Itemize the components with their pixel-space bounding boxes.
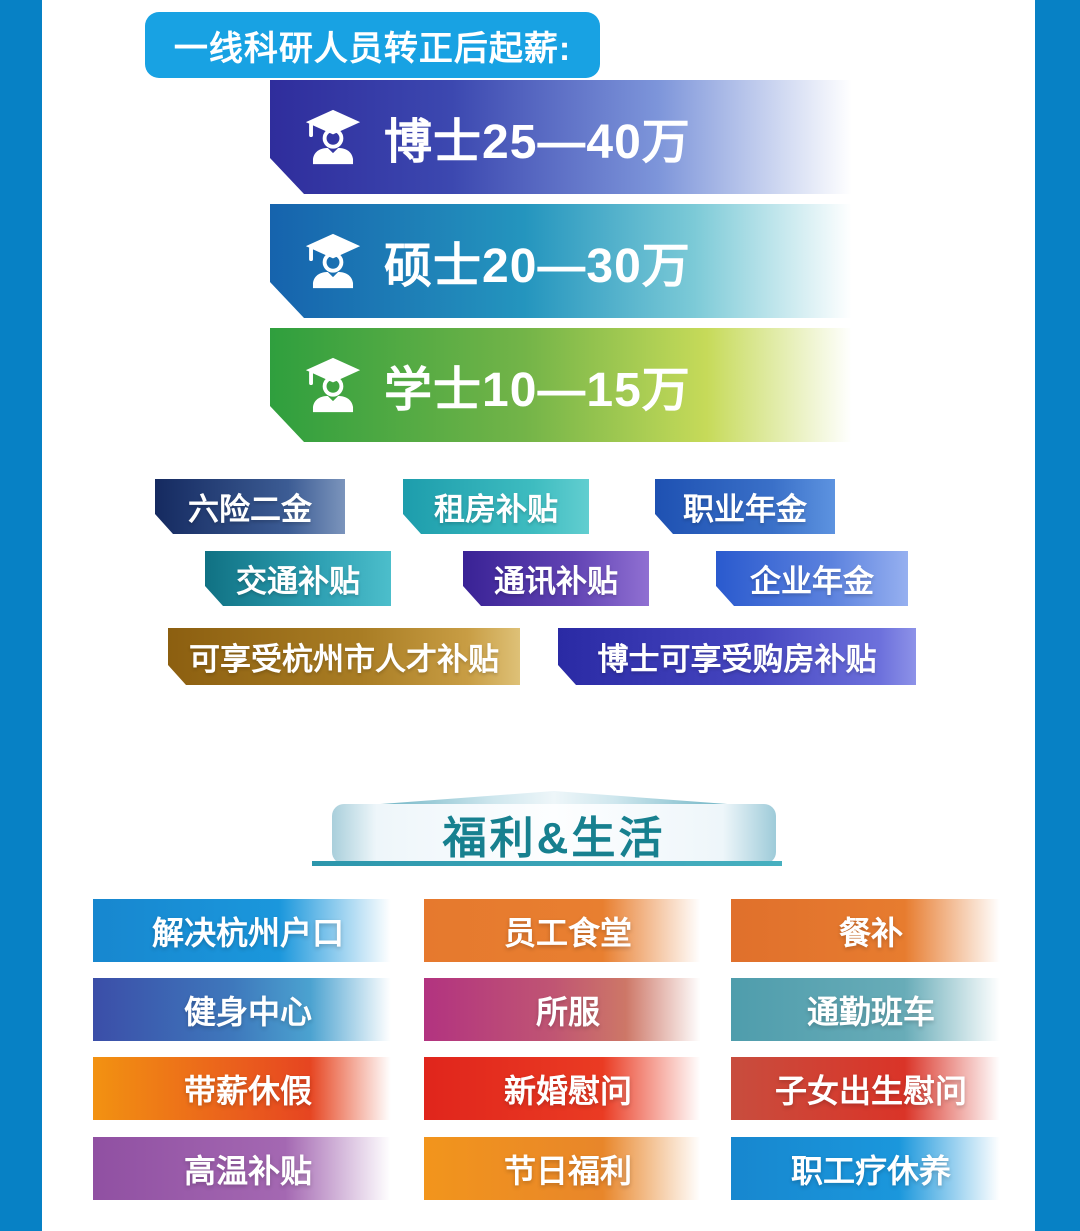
welfare-badge: 健身中心: [93, 978, 403, 1041]
benefit-badge-label: 交通补贴: [236, 564, 360, 599]
benefit-badge: 租房补贴: [403, 479, 589, 534]
section-underline: [312, 861, 782, 866]
salary-bar-phd: 博士25—40万: [270, 80, 876, 194]
welfare-badge: 节日福利: [424, 1137, 712, 1200]
benefit-badge: 通讯补贴: [463, 551, 649, 606]
left-border-strip: [0, 0, 42, 1231]
salary-bar-bachelor-label: 学士10—15万: [384, 364, 691, 417]
benefit-badge-label: 租房补贴: [434, 492, 558, 527]
welfare-badge-label: 餐补: [838, 914, 903, 951]
benefit-badge: 博士可享受购房补贴: [558, 628, 916, 685]
welfare-badge: 高温补贴: [93, 1137, 403, 1200]
graduate-icon: [302, 354, 364, 416]
welfare-badge: 新婚慰问: [424, 1057, 712, 1120]
graduate-icon: [302, 106, 364, 168]
welfare-badge: 子女出生慰问: [731, 1057, 1011, 1120]
welfare-badge-label: 员工食堂: [503, 914, 632, 951]
right-border-strip: [1035, 0, 1080, 1231]
benefit-badge: 交通补贴: [205, 551, 391, 606]
section-title: 福利&生活: [442, 814, 666, 863]
benefit-badge-label: 企业年金: [750, 564, 874, 599]
salary-bar-master-label: 硕士20—30万: [384, 240, 691, 293]
graduate-icon: [302, 230, 364, 292]
salary-header-label: 一线科研人员转正后起薪:: [173, 29, 572, 68]
benefit-badge: 可享受杭州市人才补贴: [168, 628, 520, 685]
welfare-badge-label: 解决杭州户口: [151, 914, 344, 951]
benefit-badge: 职业年金: [655, 479, 835, 534]
welfare-badge: 解决杭州户口: [93, 899, 403, 962]
welfare-badge-label: 所服: [535, 993, 600, 1030]
welfare-badge: 员工食堂: [424, 899, 712, 962]
benefit-badge-label: 通讯补贴: [494, 564, 618, 599]
welfare-badge-label: 职工疗休养: [790, 1152, 951, 1189]
benefit-badge-label: 博士可享受购房补贴: [597, 642, 877, 677]
benefit-badge: 企业年金: [716, 551, 908, 606]
welfare-badge: 餐补: [731, 899, 1011, 962]
welfare-badge-label: 子女出生慰问: [774, 1072, 967, 1109]
benefit-badge-label: 职业年金: [683, 492, 807, 527]
salary-bar-master: 硕士20—30万: [270, 204, 876, 318]
welfare-badge-label: 通勤班车: [806, 993, 935, 1030]
benefit-badge-label: 六险二金: [188, 492, 312, 527]
salary-bar-phd-label: 博士25—40万: [384, 116, 691, 169]
section-header: 福利&生活: [332, 804, 776, 864]
benefit-badge: 六险二金: [155, 479, 345, 534]
welfare-badge: 带薪休假: [93, 1057, 403, 1120]
welfare-badge: 通勤班车: [731, 978, 1011, 1041]
welfare-badge-label: 带薪休假: [183, 1072, 312, 1109]
welfare-badge-label: 健身中心: [183, 993, 312, 1030]
welfare-badge-label: 高温补贴: [183, 1152, 312, 1189]
salary-bar-bachelor: 学士10—15万: [270, 328, 876, 442]
welfare-badge: 职工疗休养: [731, 1137, 1011, 1200]
welfare-badge-label: 新婚慰问: [503, 1072, 632, 1109]
welfare-badge-label: 节日福利: [503, 1152, 632, 1189]
benefit-badge-label: 可享受杭州市人才补贴: [189, 642, 499, 677]
salary-header: 一线科研人员转正后起薪:: [145, 12, 600, 78]
welfare-badge: 所服: [424, 978, 712, 1041]
